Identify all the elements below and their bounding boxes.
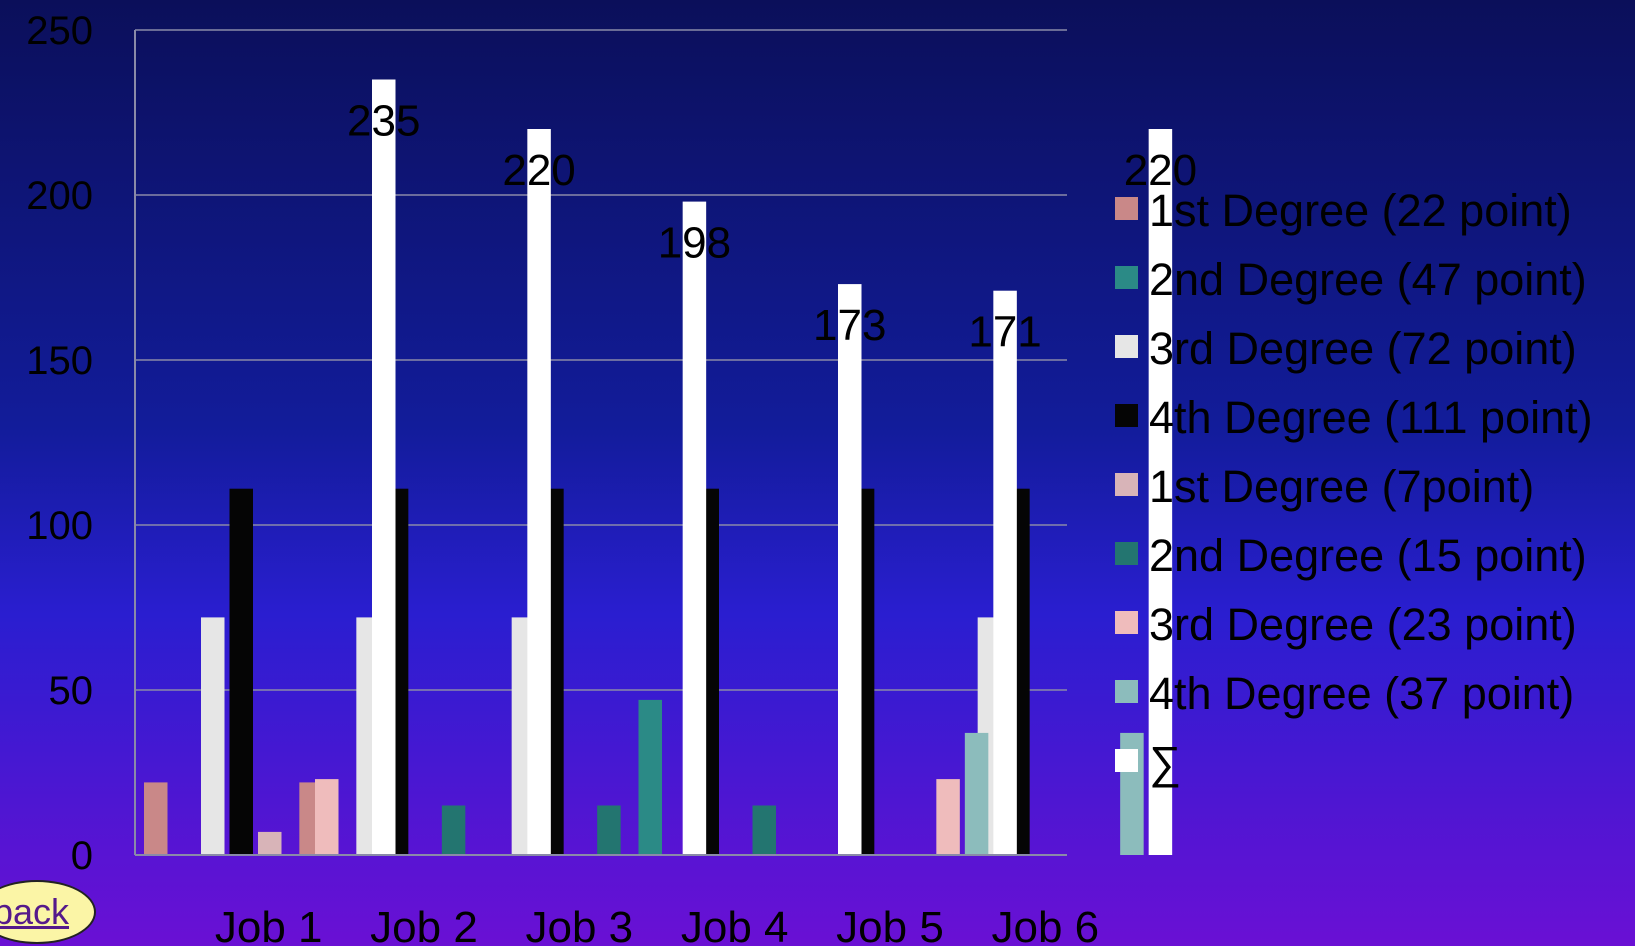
- legend-label: 1st Degree (22 point): [1149, 185, 1572, 236]
- legend: 1st Degree (22 point) 2nd Degree (47 poin…: [1115, 185, 1593, 788]
- bar-5-8: [964, 732, 989, 855]
- legend-item: 4th Degree (111 point): [1115, 392, 1593, 443]
- data-label: 220: [502, 146, 575, 195]
- legend-swatch: [1115, 611, 1138, 634]
- y-axis-ticks: 0 50 100 150 200 250: [26, 9, 93, 878]
- y-tick-label: 0: [71, 834, 93, 878]
- legend-label: 2nd Degree (15 point): [1149, 530, 1587, 581]
- bar-4-2: [638, 699, 662, 855]
- bar-3-9: [682, 201, 707, 856]
- data-label: 171: [968, 308, 1041, 357]
- data-label: 235: [347, 97, 420, 146]
- legend-item: ∑: [1115, 737, 1181, 788]
- x-category-label: Job 5: [836, 903, 944, 946]
- legend-swatch: [1115, 266, 1138, 289]
- back-button-label[interactable]: back: [0, 891, 70, 932]
- y-tick-label: 200: [26, 174, 93, 218]
- bar-4-9: [838, 284, 862, 856]
- axes: [134, 30, 1067, 856]
- legend-item: 1st Degree (7point): [1115, 461, 1534, 512]
- bar-5-9: [993, 290, 1017, 855]
- bar-4-6: [752, 805, 776, 855]
- legend-label: 4th Degree (111 point): [1149, 392, 1593, 443]
- y-tick-label: 100: [26, 504, 93, 548]
- legend-label: 3rd Degree (23 point): [1149, 599, 1577, 650]
- legend-swatch: [1115, 404, 1138, 427]
- bar-5-7: [936, 779, 960, 855]
- back-button[interactable]: back: [0, 880, 96, 944]
- data-label: 173: [813, 301, 886, 350]
- legend-item: 3rd Degree (72 point): [1115, 323, 1577, 374]
- x-category-label: Job 6: [992, 903, 1100, 946]
- legend-item: 2nd Degree (15 point): [1115, 530, 1587, 581]
- legend-label: 4th Degree (37 point): [1149, 668, 1574, 719]
- x-category-label: Job 4: [681, 903, 789, 946]
- legend-label: 1st Degree (7point): [1149, 461, 1534, 512]
- y-tick-label: 50: [49, 669, 94, 713]
- legend-swatch: [1115, 335, 1138, 358]
- legend-swatch: [1115, 197, 1138, 220]
- x-category-label: Job 2: [370, 903, 478, 946]
- bar-2-9: [527, 129, 551, 855]
- bar-1-7: [315, 779, 339, 855]
- data-label: 198: [658, 219, 731, 268]
- legend-item: 1st Degree (22 point): [1115, 185, 1572, 236]
- bar-2-6: [441, 805, 466, 855]
- legend-item: 4th Degree (37 point): [1115, 668, 1574, 719]
- legend-swatch: [1115, 473, 1138, 496]
- bar-1-3: [201, 617, 225, 855]
- legend-item: 3rd Degree (23 point): [1115, 599, 1577, 650]
- bar-3-6: [597, 805, 621, 855]
- bar-1-9: [372, 79, 396, 855]
- gridlines: [135, 29, 1067, 691]
- x-category-label: Job 3: [526, 903, 634, 946]
- legend-swatch: [1115, 680, 1138, 703]
- legend-label: ∑: [1149, 737, 1181, 788]
- data-labels: 235 220 198 173 171 220: [347, 97, 1197, 357]
- y-tick-label: 250: [26, 9, 93, 53]
- legend-swatch: [1115, 542, 1138, 565]
- legend-item: 2nd Degree (47 point): [1115, 254, 1587, 305]
- bar-1-1: [144, 782, 168, 855]
- bar-1-5: [258, 831, 282, 855]
- legend-swatch: [1115, 749, 1138, 772]
- legend-label: 3rd Degree (72 point): [1149, 323, 1577, 374]
- bars: [144, 79, 1173, 856]
- bar-6-9: [1148, 129, 1173, 855]
- data-label: 220: [1124, 146, 1197, 195]
- x-category-label: Job 1: [215, 903, 323, 946]
- y-tick-label: 150: [26, 339, 93, 383]
- legend-label: 2nd Degree (47 point): [1149, 254, 1587, 305]
- x-axis-categories: Job 1 Job 2 Job 3 Job 4 Job 5 Job 6: [215, 903, 1099, 946]
- bar-1-4: [229, 488, 253, 855]
